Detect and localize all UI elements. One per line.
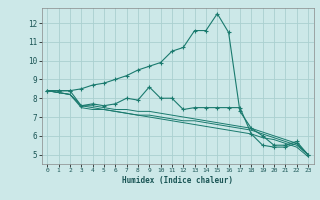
X-axis label: Humidex (Indice chaleur): Humidex (Indice chaleur) xyxy=(122,176,233,185)
